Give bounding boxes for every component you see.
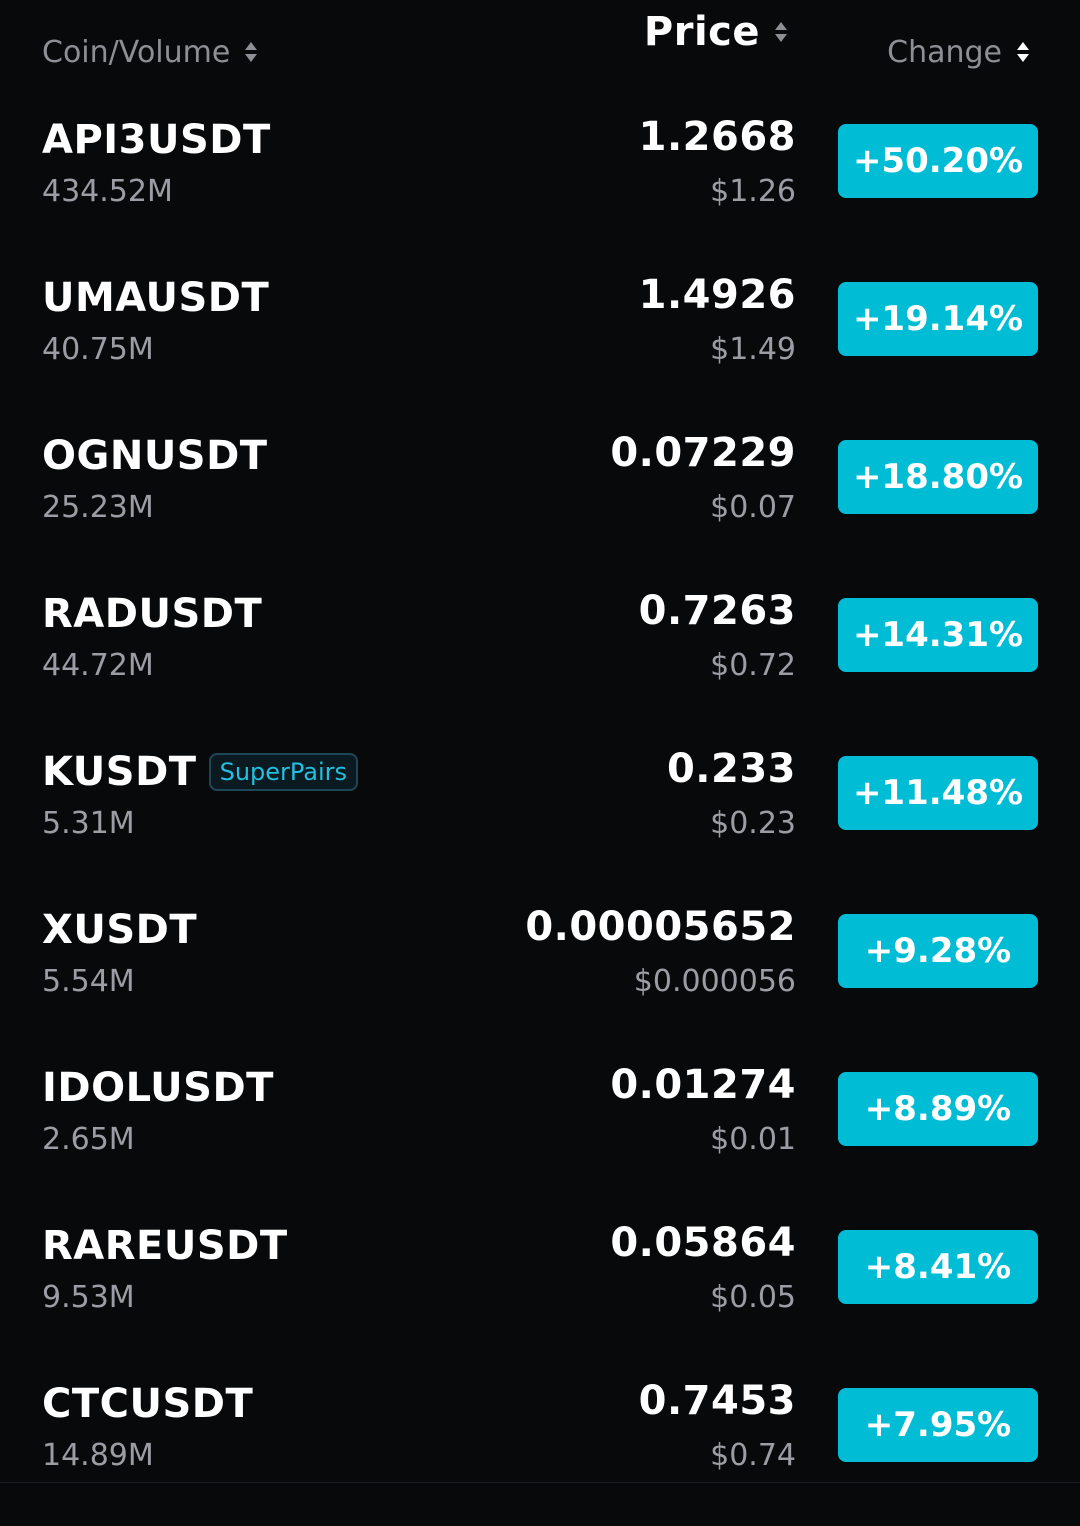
market-row[interactable]: OGNUSDT 25.23M 0.07229 $0.07 +18.80% <box>0 420 1080 578</box>
pair-usd-price: $0.000056 <box>633 964 796 999</box>
pair-volume: 40.75M <box>42 332 154 367</box>
market-row[interactable]: API3USDT 434.52M 1.2668 $1.26 +50.20% <box>0 104 1080 262</box>
price-header-label: Price <box>643 9 760 55</box>
market-row[interactable]: UMAUSDT 40.75M 1.4926 $1.49 +19.14% <box>0 262 1080 420</box>
market-row[interactable]: RAREUSDT 9.53M 0.05864 $0.05 +8.41% <box>0 1210 1080 1368</box>
pair-symbol: UMAUSDT <box>42 275 270 321</box>
pair-volume: 25.23M <box>42 490 154 525</box>
pair-usd-price: $0.05 <box>710 1280 796 1315</box>
sort-price[interactable]: Price <box>643 9 788 55</box>
change-badge[interactable]: +7.95% <box>838 1388 1038 1462</box>
superpairs-tag[interactable]: SuperPairs <box>208 753 359 791</box>
pair-usd-price: $0.72 <box>710 648 796 683</box>
pair-volume: 2.65M <box>42 1122 135 1157</box>
symbol-wrap: API3USDT <box>42 114 271 166</box>
pair-volume: 5.54M <box>42 964 135 999</box>
market-list: API3USDT 434.52M 1.2668 $1.26 +50.20% UM… <box>0 104 1080 1526</box>
pair-usd-price: $0.07 <box>710 490 796 525</box>
sort-icon <box>244 42 258 62</box>
change-badge[interactable]: +18.80% <box>838 440 1038 514</box>
symbol-wrap: RAREUSDT <box>42 1220 288 1272</box>
pair-price: 0.05864 <box>610 1220 796 1266</box>
pair-symbol: XUSDT <box>42 907 198 953</box>
sort-active-icon <box>1016 42 1030 62</box>
symbol-wrap: KUSDT SuperPairs <box>42 746 359 798</box>
pair-usd-price: $0.01 <box>710 1122 796 1157</box>
pair-price: 0.00005652 <box>525 904 796 950</box>
symbol-wrap: IDOLUSDT <box>42 1062 274 1114</box>
pair-price: 0.7263 <box>638 588 796 634</box>
symbol-wrap: RADUSDT <box>42 588 262 640</box>
pair-symbol: KUSDT <box>42 749 197 795</box>
pair-volume: 44.72M <box>42 648 154 683</box>
pair-price: 1.4926 <box>638 272 796 318</box>
change-badge[interactable]: +50.20% <box>838 124 1038 198</box>
market-row[interactable]: RADUSDT 44.72M 0.7263 $0.72 +14.31% <box>0 578 1080 736</box>
sort-icon <box>774 22 788 42</box>
sort-change[interactable]: Change <box>887 30 1030 74</box>
pair-price: 0.07229 <box>610 430 796 476</box>
pair-usd-price: $1.49 <box>710 332 796 367</box>
pair-volume: 14.89M <box>42 1438 154 1473</box>
market-row[interactable]: KUSDT SuperPairs 5.31M 0.233 $0.23 +11.4… <box>0 736 1080 894</box>
symbol-wrap: CTCUSDT <box>42 1378 253 1430</box>
change-badge[interactable]: +9.28% <box>838 914 1038 988</box>
pair-symbol: RADUSDT <box>42 591 263 637</box>
pair-volume: 434.52M <box>42 174 173 209</box>
symbol-wrap: UMAUSDT <box>42 272 269 324</box>
symbol-wrap: OGNUSDT <box>42 430 268 482</box>
symbol-wrap: XUSDT <box>42 904 197 956</box>
change-header-label: Change <box>887 34 1002 70</box>
pair-usd-price: $0.23 <box>710 806 796 841</box>
market-row[interactable]: XUSDT 5.54M 0.00005652 $0.000056 +9.28% <box>0 894 1080 1052</box>
pair-price: 1.2668 <box>638 114 796 160</box>
pair-symbol: API3USDT <box>42 117 271 163</box>
change-badge[interactable]: +11.48% <box>838 756 1038 830</box>
divider <box>0 1482 1080 1483</box>
market-row[interactable]: CTCUSDT 14.89M 0.7453 $0.74 +7.95% <box>0 1368 1080 1526</box>
pair-price: 0.233 <box>666 746 796 792</box>
change-badge[interactable]: +19.14% <box>838 282 1038 356</box>
pair-price: 0.01274 <box>610 1062 796 1108</box>
pair-price: 0.7453 <box>638 1378 796 1424</box>
sort-coin-volume[interactable]: Coin/Volume <box>42 30 258 74</box>
pair-usd-price: $0.74 <box>710 1438 796 1473</box>
pair-usd-price: $1.26 <box>710 174 796 209</box>
coin-volume-header-label: Coin/Volume <box>42 34 231 70</box>
pair-volume: 5.31M <box>42 806 135 841</box>
change-badge[interactable]: +14.31% <box>838 598 1038 672</box>
list-header: Coin/Volume Price Change <box>0 0 1080 104</box>
pair-symbol: IDOLUSDT <box>42 1065 274 1111</box>
pair-symbol: CTCUSDT <box>42 1381 254 1427</box>
market-row[interactable]: IDOLUSDT 2.65M 0.01274 $0.01 +8.89% <box>0 1052 1080 1210</box>
pair-volume: 9.53M <box>42 1280 135 1315</box>
change-badge[interactable]: +8.41% <box>838 1230 1038 1304</box>
pair-symbol: OGNUSDT <box>42 433 268 479</box>
change-badge[interactable]: +8.89% <box>838 1072 1038 1146</box>
pair-symbol: RAREUSDT <box>42 1223 288 1269</box>
